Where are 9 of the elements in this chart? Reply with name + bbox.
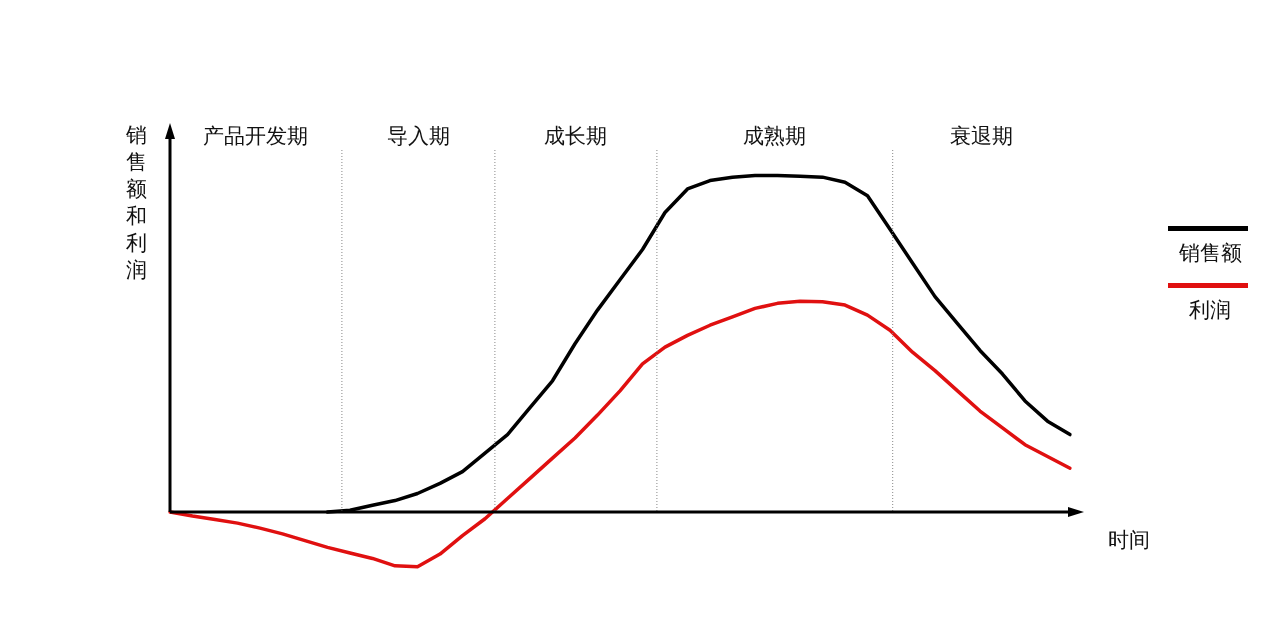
text: 衰退期 — [949, 124, 1013, 149]
text: 导入期 — [386, 124, 450, 149]
legend-label: 销售额 — [1177, 240, 1243, 267]
y-axis-title: 销售额和利润 — [126, 122, 148, 284]
legend-label: 利润 — [1188, 297, 1232, 324]
text: 成长期 — [544, 124, 608, 149]
text: 产品开发期 — [203, 124, 309, 149]
text: 成熟期 — [743, 124, 807, 149]
x-axis-title: 时间 — [1108, 527, 1150, 554]
